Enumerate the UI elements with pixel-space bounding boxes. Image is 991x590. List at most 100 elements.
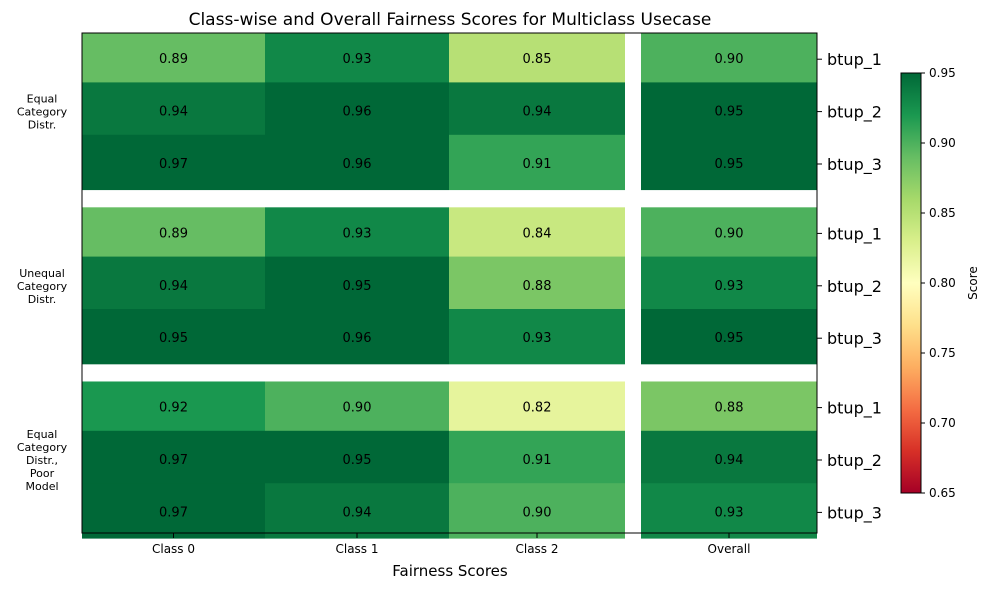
- cell-value-label: 0.95: [159, 331, 188, 346]
- colorbar-label: Score: [966, 266, 980, 300]
- heatmap-cell: [265, 256, 449, 312]
- heatmap-cell: [82, 33, 265, 86]
- colorbar-tick-label: 0.75: [929, 346, 956, 360]
- heatmap-cell: [82, 430, 265, 487]
- group-label-line: Distr.,: [26, 454, 58, 467]
- x-tick-label: Class 2: [515, 542, 558, 556]
- x-tick-label: Overall: [708, 542, 751, 556]
- heatmap-cell: [265, 309, 449, 365]
- cell-value-label: 0.90: [715, 52, 744, 67]
- heatmap-cells: [82, 33, 817, 539]
- heatmap-cell: [449, 483, 625, 539]
- heatmap-cell: [82, 82, 265, 138]
- cell-value-label: 0.96: [343, 331, 372, 346]
- cell-value-label: 0.96: [343, 105, 372, 120]
- group-label-line: Category: [17, 280, 68, 293]
- colorbar-tick-label: 0.65: [929, 486, 956, 500]
- heatmap-cell: [449, 82, 625, 138]
- heatmap-cell: [641, 430, 817, 487]
- group-label-line: Equal: [27, 93, 58, 106]
- cell-value-label: 0.97: [159, 505, 188, 520]
- cell-value-label: 0.92: [159, 401, 188, 416]
- colorbar: 0.95 0.90 0.85 0.80 0.75 0.70 0.65 Score: [900, 66, 980, 500]
- cell-value-label: 0.97: [159, 453, 188, 468]
- group-label-line: Equal: [27, 428, 58, 441]
- x-tick-label: Class 1: [335, 542, 378, 556]
- heatmap-cell: [641, 82, 817, 138]
- heatmap-cell: [82, 381, 265, 434]
- row-name-label: btup_1: [827, 224, 882, 244]
- cell-value-label: 0.89: [159, 52, 188, 67]
- cell-value-label: 0.96: [343, 157, 372, 172]
- row-name-label: btup_2: [827, 103, 882, 123]
- cell-value-label: 0.93: [715, 505, 744, 520]
- cell-value-label: 0.94: [159, 279, 188, 294]
- cell-value-label: 0.95: [715, 157, 744, 172]
- cell-value-label: 0.95: [715, 331, 744, 346]
- cell-value-label: 0.84: [523, 226, 552, 241]
- x-axis-label: Fairness Scores: [392, 562, 508, 580]
- group-label-line: Model: [25, 480, 58, 493]
- cell-value-label: 0.93: [343, 226, 372, 241]
- cell-value-label: 0.82: [523, 401, 552, 416]
- heatmap-cell: [449, 430, 625, 487]
- cell-value-label: 0.93: [523, 331, 552, 346]
- overall-separator: [625, 33, 641, 533]
- colorbar-tick-label: 0.85: [929, 206, 956, 220]
- x-axis-ticks: Class 0 Class 1 Class 2 Overall: [152, 533, 750, 556]
- group-labels: EqualCategoryDistr.UnequalCategoryDistr.…: [17, 93, 68, 493]
- heatmap-cell: [82, 256, 265, 312]
- heatmap-cell: [449, 207, 625, 260]
- group-separator: [82, 190, 817, 208]
- heatmap-cell: [641, 309, 817, 365]
- group-separator: [82, 364, 817, 382]
- cell-value-label: 0.95: [715, 105, 744, 120]
- heatmap-cell: [82, 207, 265, 260]
- heatmap-cell: [265, 134, 449, 191]
- heatmap-cell: [641, 381, 817, 434]
- heatmap-cell: [641, 256, 817, 312]
- cell-value-label: 0.97: [159, 157, 188, 172]
- heatmap-cell: [641, 483, 817, 539]
- cell-value-label: 0.90: [523, 505, 552, 520]
- x-tick-label: Class 0: [152, 542, 195, 556]
- chart-title: Class-wise and Overall Fairness Scores f…: [189, 10, 712, 30]
- colorbar-tick-label: 0.90: [929, 136, 956, 150]
- colorbar-tick-label: 0.95: [929, 66, 956, 80]
- cell-value-label: 0.93: [343, 52, 372, 67]
- row-name-label: btup_3: [827, 329, 882, 349]
- heatmap-cell: [449, 256, 625, 312]
- colorbar-gradient: [901, 73, 921, 493]
- cell-value-label: 0.88: [715, 401, 744, 416]
- row-name-label: btup_2: [827, 277, 882, 297]
- cell-value-label: 0.94: [343, 505, 372, 520]
- row-name-label: btup_1: [827, 399, 882, 419]
- group-label-line: Category: [17, 106, 68, 119]
- group-label-line: Category: [17, 441, 68, 454]
- row-name-label: btup_2: [827, 451, 882, 471]
- group-label-line: Poor: [30, 467, 55, 480]
- cell-value-label: 0.90: [715, 226, 744, 241]
- cell-value-label: 0.89: [159, 226, 188, 241]
- cell-value-label: 0.94: [159, 105, 188, 120]
- cell-value-label: 0.95: [343, 279, 372, 294]
- cell-value-label: 0.94: [523, 105, 552, 120]
- heatmap-cell: [265, 82, 449, 138]
- heatmap-cell: [641, 33, 817, 86]
- heatmap-cell: [265, 207, 449, 260]
- heatmap-cell: [449, 33, 625, 86]
- row-name-label: btup_1: [827, 50, 882, 70]
- row-name-label: btup_3: [827, 503, 882, 523]
- colorbar-tick-label: 0.70: [929, 416, 956, 430]
- heatmap-cell: [265, 483, 449, 539]
- heatmap-cell: [265, 33, 449, 86]
- plot-frame: [81, 32, 818, 534]
- group-label-line: Unequal: [19, 267, 65, 280]
- cell-value-label: 0.94: [715, 453, 744, 468]
- heatmap-cell: [265, 430, 449, 487]
- cell-value-labels: 0.89 0.93 0.85 0.90 0.94 0.96 0.94 0.95 0.97 0.96…: [159, 52, 743, 520]
- heatmap-cell: [82, 483, 265, 539]
- cell-value-label: 0.85: [523, 52, 552, 67]
- group-label-line: Distr.: [28, 119, 57, 132]
